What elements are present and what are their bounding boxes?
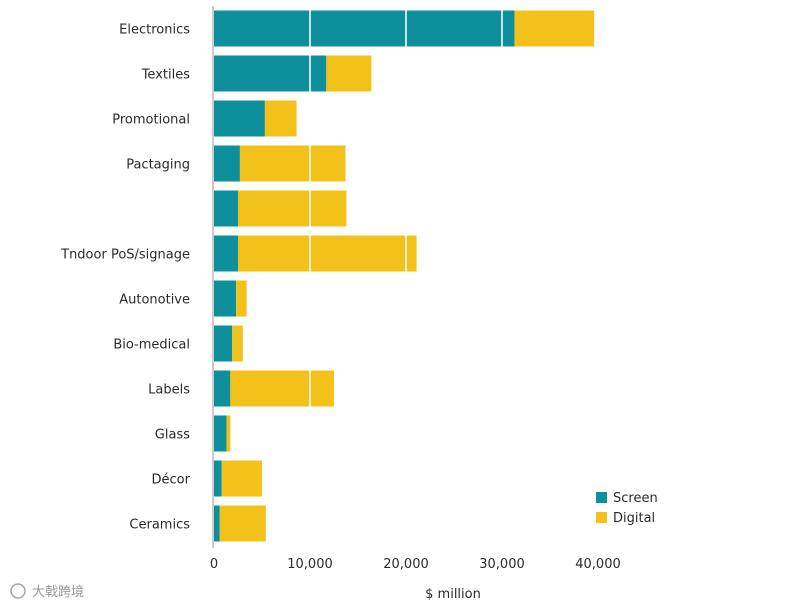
bar-screen-6 xyxy=(214,280,237,317)
category-label: Glass xyxy=(155,428,190,443)
bar-screen-10 xyxy=(214,460,222,497)
bar-digital-6 xyxy=(236,280,247,317)
bar-screen-4 xyxy=(214,190,238,227)
bar-digital-4 xyxy=(238,190,347,227)
x-tick-label: 10,000 xyxy=(287,557,333,572)
category-label: Ceramics xyxy=(129,518,190,533)
bar-digital-5 xyxy=(238,235,417,272)
bar-digital-0 xyxy=(514,10,595,47)
bar-screen-3 xyxy=(214,145,240,182)
watermark-logo-icon xyxy=(10,583,26,599)
bar-screen-1 xyxy=(214,55,327,92)
bar-digital-1 xyxy=(326,55,372,92)
legend-swatch-digital xyxy=(596,512,607,523)
legend-swatch-screen xyxy=(596,492,607,503)
category-label: Labels xyxy=(148,383,190,398)
bar-screen-2 xyxy=(214,100,265,137)
bar-screen-9 xyxy=(214,415,227,452)
bar-screen-5 xyxy=(214,235,238,272)
x-tick-label: 0 xyxy=(210,557,218,572)
bar-screen-0 xyxy=(214,10,515,47)
category-label: Autonotive xyxy=(119,293,190,308)
category-labels: Electronics Textiles Promotional Pactaging T… xyxy=(60,23,191,533)
bar-digital-9 xyxy=(226,415,231,452)
bar-digital-10 xyxy=(221,460,262,497)
category-label: Textiles xyxy=(141,68,191,83)
bar-digital-2 xyxy=(264,100,297,137)
x-tick-labels: 0 10,000 20,000 30,000 40,000 xyxy=(210,557,621,572)
legend-label-screen: Screen xyxy=(613,491,658,506)
category-label: Décor xyxy=(152,473,191,488)
category-label: Tndoor PoS/signage xyxy=(60,248,190,263)
x-tick-label: 40,000 xyxy=(575,557,621,572)
x-tick-label: 30,000 xyxy=(479,557,525,572)
bar-digital-11 xyxy=(219,505,266,542)
legend-label-digital: Digital xyxy=(613,511,655,526)
category-label: Promotional xyxy=(112,113,190,128)
gridlines-layer xyxy=(309,6,599,546)
category-label: Electronics xyxy=(119,23,190,38)
bar-digital-7 xyxy=(232,325,243,362)
bar-screen-11 xyxy=(214,505,220,542)
bar-digital-3 xyxy=(239,145,346,182)
bars-layer xyxy=(214,10,595,542)
x-tick-label: 20,000 xyxy=(383,557,429,572)
bar-screen-7 xyxy=(214,325,233,362)
watermark: 大戟跨境 xyxy=(10,583,84,600)
watermark-text: 大戟跨境 xyxy=(32,585,84,600)
category-label: Pactaging xyxy=(126,158,190,173)
legend: Screen Digital xyxy=(596,491,658,526)
bar-screen-8 xyxy=(214,370,231,407)
category-label: Bio-medical xyxy=(113,338,190,353)
bar-digital-8 xyxy=(230,370,334,407)
x-axis-title: $ million xyxy=(425,587,481,602)
